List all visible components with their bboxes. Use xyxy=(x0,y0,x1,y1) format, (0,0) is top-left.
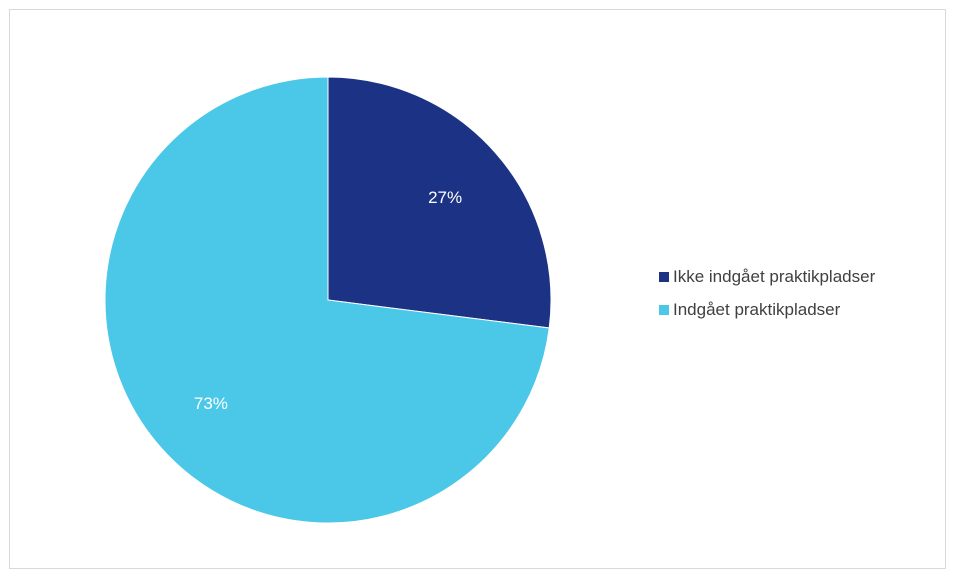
pie-slices xyxy=(104,76,552,524)
legend: Ikke indgået praktikpladser Indgået prak… xyxy=(659,266,875,332)
legend-item-indgaaet[interactable]: Indgået praktikpladser xyxy=(659,299,875,321)
pie-slice-indgaaet[interactable] xyxy=(104,76,550,524)
pie-slice-ikke-indgaaet[interactable] xyxy=(327,76,552,329)
pie-labels: 27% 73% xyxy=(194,188,462,413)
pie-label-ikke-indgaaet: 27% xyxy=(428,188,462,207)
legend-swatch-ikke-indgaaet xyxy=(659,272,669,282)
legend-swatch-indgaaet xyxy=(659,305,669,315)
legend-label-indgaaet: Indgået praktikpladser xyxy=(673,300,841,319)
legend-label-ikke-indgaaet: Ikke indgået praktikpladser xyxy=(673,267,876,286)
legend-item-ikke-indgaaet[interactable]: Ikke indgået praktikpladser xyxy=(659,266,875,288)
pie-label-indgaaet: 73% xyxy=(194,394,228,413)
